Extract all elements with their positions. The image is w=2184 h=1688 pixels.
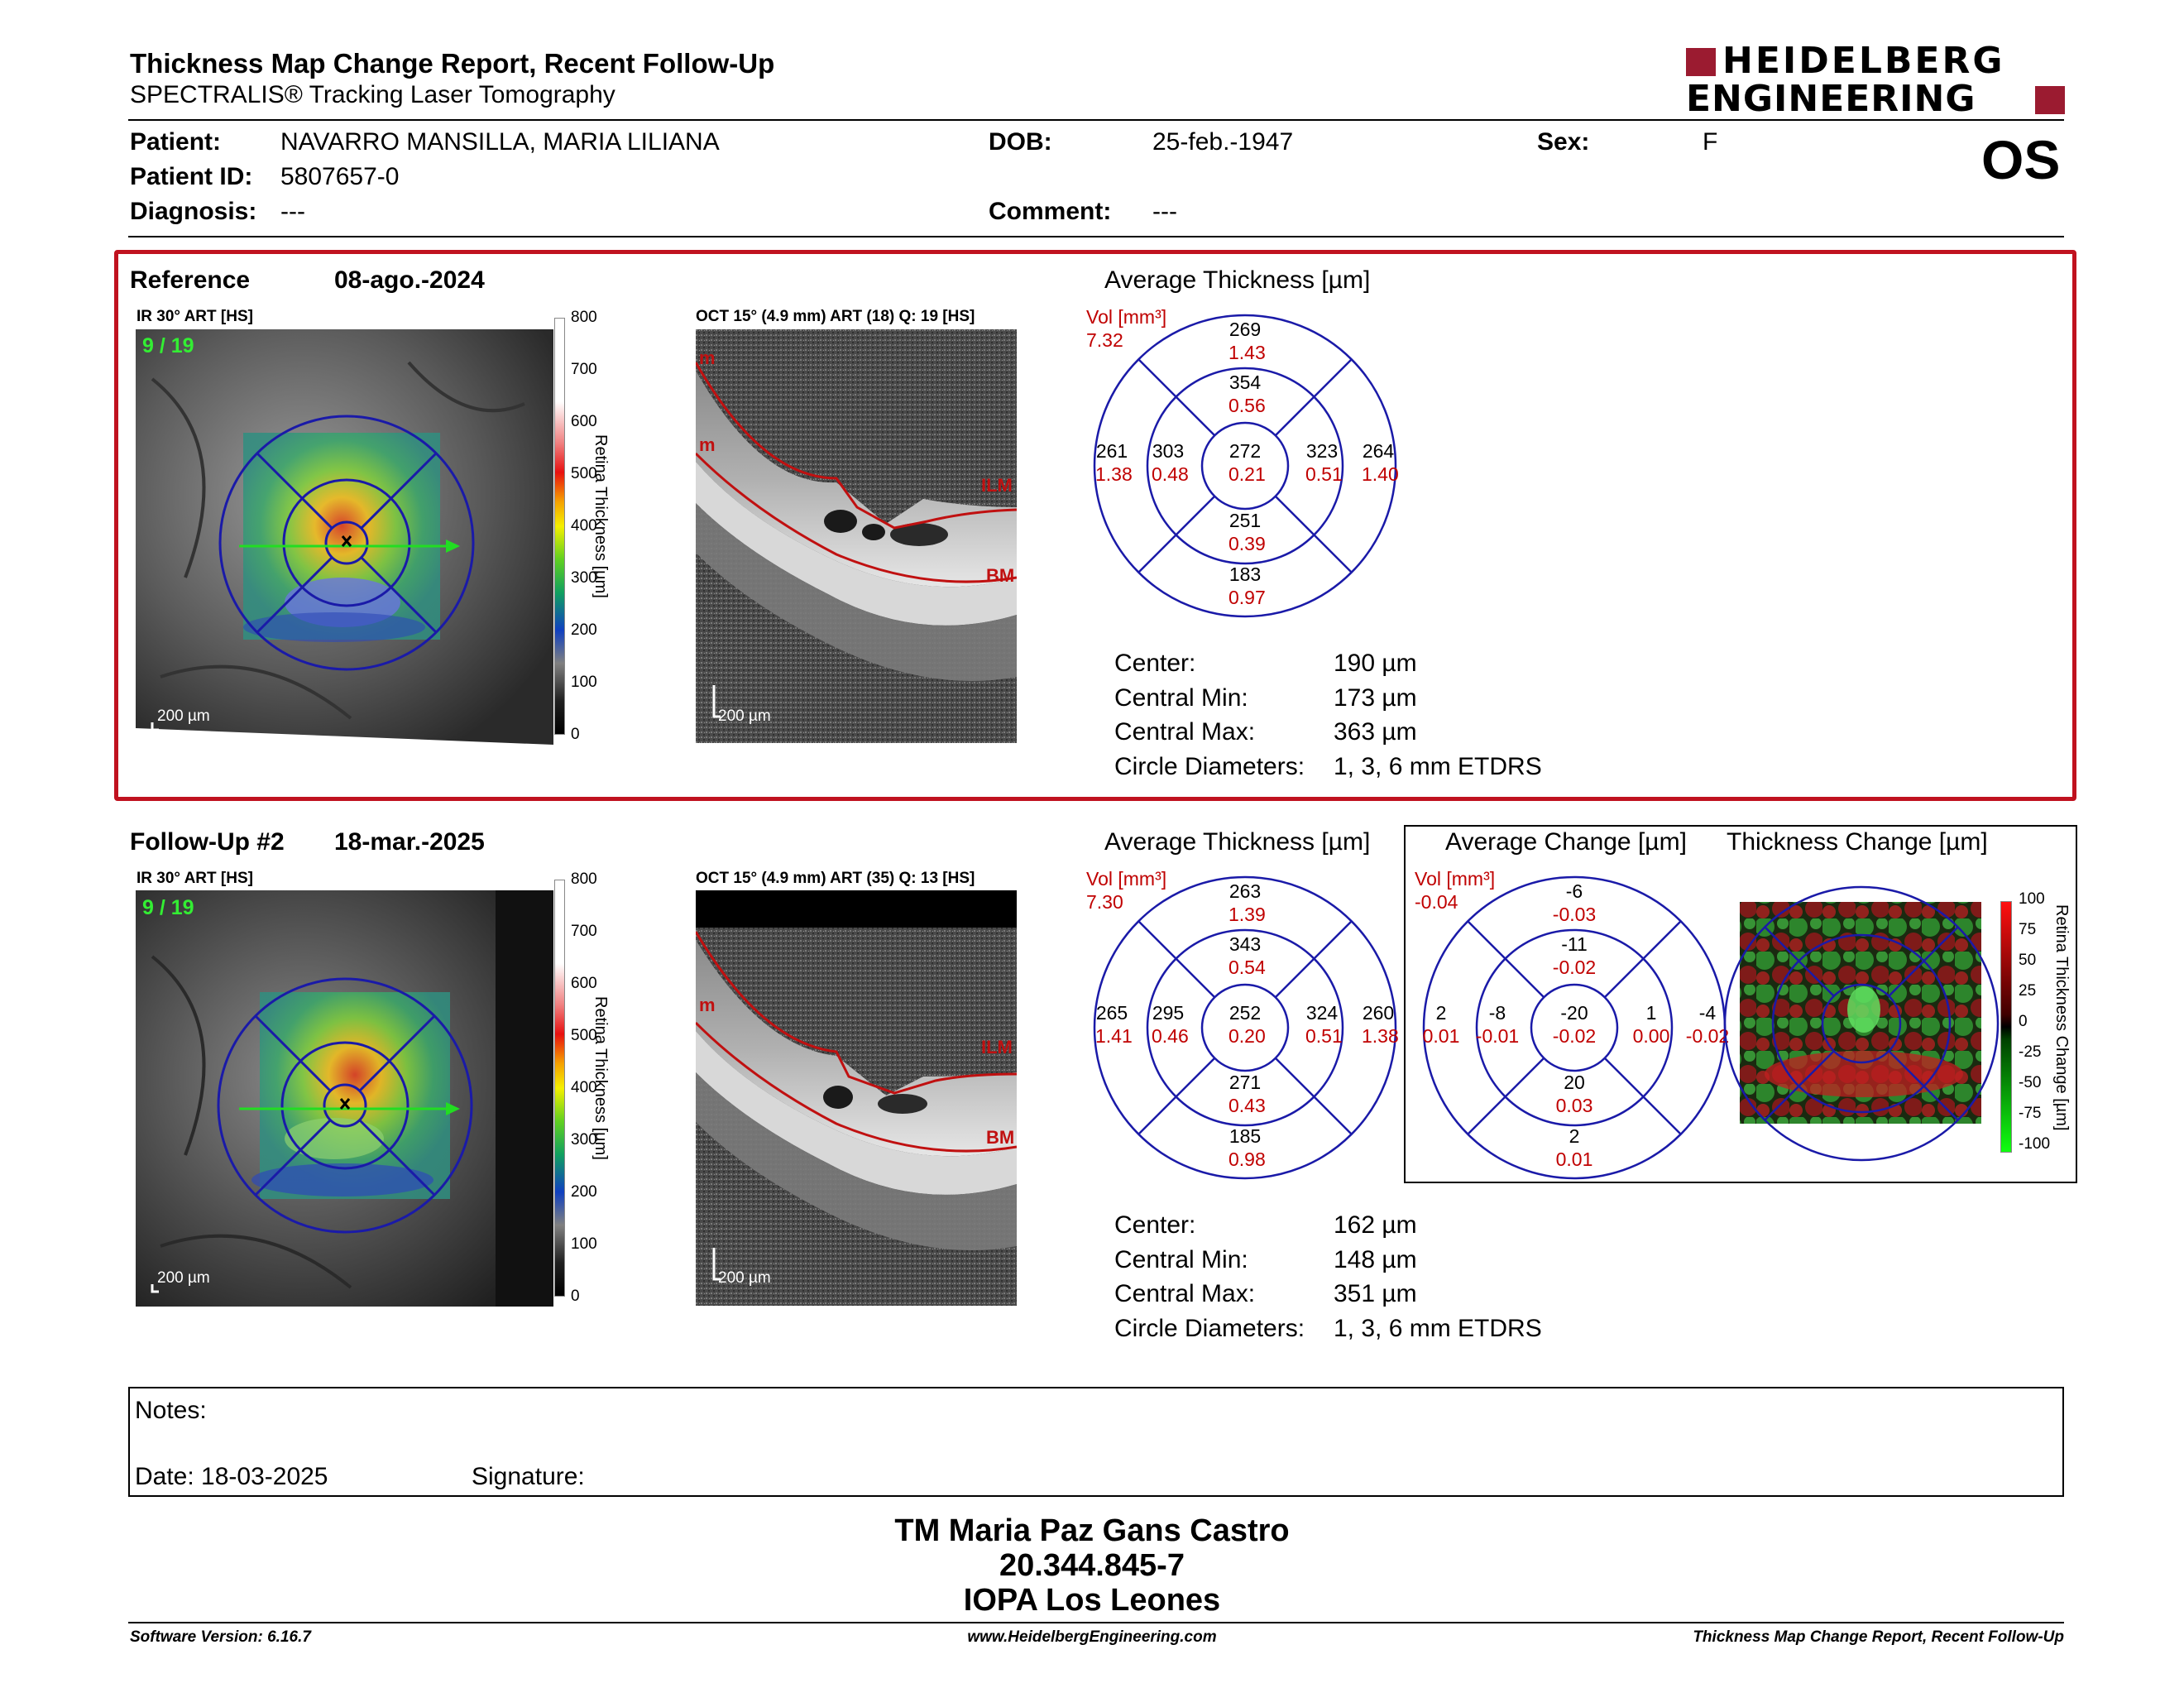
change-grid-values: -6 -0.03 -11 -0.02 2 0.01 -8 -0.01 -20 -0.02 … bbox=[1422, 880, 1730, 1170]
sex-value: F bbox=[1703, 128, 1718, 156]
change-scale-title: Retina Thickness Change [µm] bbox=[2052, 904, 2071, 1131]
reference-thickness-colorbar bbox=[554, 318, 565, 735]
followup-layer-bm: BM bbox=[986, 1127, 1015, 1148]
patient-id-label: Patient ID: bbox=[130, 163, 253, 190]
dob-value: 25-feb.-1947 bbox=[1152, 128, 1294, 156]
reference-center-value: 190 µm bbox=[1334, 650, 1417, 677]
reference-frame-counter: 9 / 19 bbox=[142, 334, 194, 357]
dob-label: DOB: bbox=[989, 128, 1052, 156]
followup-min-value: 148 µm bbox=[1334, 1246, 1417, 1273]
change-colorbar bbox=[2000, 901, 2012, 1153]
diagnosis-value: --- bbox=[280, 198, 305, 225]
followup-ir-scale: 200 µm bbox=[157, 1269, 210, 1287]
followup-label: Follow-Up #2 bbox=[130, 828, 285, 856]
notes-label: Notes: bbox=[135, 1397, 207, 1424]
reference-vol-total: 7.32 bbox=[1086, 329, 1123, 351]
reference-ir-image bbox=[136, 329, 553, 745]
followup-center-value: 162 µm bbox=[1334, 1211, 1417, 1239]
followup-avg-title: Average Thickness [µm] bbox=[1104, 828, 1371, 856]
reference-oct-image bbox=[696, 329, 1017, 743]
reference-center-label: Center: bbox=[1114, 650, 1196, 677]
notes-date: Date: 18-03-2025 bbox=[135, 1463, 328, 1490]
followup-ir-label: IR 30° ART [HS] bbox=[136, 870, 253, 887]
heidelberg-logo: HEIDELBERG ENGINEERING bbox=[1686, 43, 2067, 117]
followup-grid-values: 263 1.39 343 0.54 265 1.41 295 0.46 252 0.20 … bbox=[1095, 880, 1399, 1170]
followup-layer-m: m bbox=[699, 995, 716, 1015]
followup-thickness-scale-title: Retina Thickness [µm] bbox=[592, 996, 610, 1160]
reference-layer-m2: m bbox=[699, 434, 716, 455]
followup-date: 18-mar.-2025 bbox=[334, 828, 485, 856]
change-avg-title: Average Change [µm] bbox=[1445, 828, 1687, 856]
change-panel bbox=[1404, 825, 2077, 1183]
followup-vol-label: Vol [mm³] bbox=[1086, 868, 1167, 890]
reference-avg-title: Average Thickness [µm] bbox=[1104, 266, 1371, 294]
reference-grid-values: 269 1.43 354 0.56 261 1.38 303 0.48 272 0.21 … bbox=[1095, 319, 1399, 608]
followup-circle-value: 1, 3, 6 mm ETDRS bbox=[1334, 1315, 1542, 1342]
followup-thickness-colorbar bbox=[554, 880, 565, 1297]
followup-max-value: 351 µm bbox=[1334, 1280, 1417, 1307]
diagnosis-label: Diagnosis: bbox=[130, 198, 257, 225]
reference-vol-label: Vol [mm³] bbox=[1086, 306, 1167, 328]
reference-oct-scale: 200 µm bbox=[718, 707, 771, 725]
change-map-title: Thickness Change [µm] bbox=[1727, 828, 1988, 856]
followup-oct-scale: 200 µm bbox=[718, 1269, 771, 1287]
eye-label: OS bbox=[1981, 129, 2061, 190]
comment-value: --- bbox=[1152, 198, 1177, 225]
reference-layer-bm: BM bbox=[986, 565, 1015, 586]
reference-max-label: Central Max: bbox=[1114, 718, 1256, 746]
followup-oct-label: OCT 15° (4.9 mm) ART (35) Q: 13 [HS] bbox=[696, 870, 975, 887]
signer-organization: IOPA Los Leones bbox=[963, 1583, 1221, 1618]
patient-name: NAVARRO MANSILLA, MARIA LILIANA bbox=[280, 128, 720, 156]
change-vol-total: -0.04 bbox=[1415, 891, 1458, 913]
signer-id: 20.344.845-7 bbox=[999, 1548, 1185, 1583]
reference-min-value: 173 µm bbox=[1334, 684, 1417, 712]
comment-label: Comment: bbox=[989, 198, 1112, 225]
followup-frame-counter: 9 / 19 bbox=[142, 896, 194, 919]
reference-circle-label: Circle Diameters: bbox=[1114, 753, 1305, 780]
reference-min-label: Central Min: bbox=[1114, 684, 1248, 712]
reference-layer-ilm: ILM bbox=[981, 475, 1013, 496]
reference-label: Reference bbox=[130, 266, 251, 294]
sex-label: Sex: bbox=[1537, 128, 1590, 156]
followup-oct-image bbox=[696, 890, 1017, 1306]
website-link[interactable]: www.HeidelbergEngineering.com bbox=[967, 1628, 1217, 1646]
followup-min-label: Central Min: bbox=[1114, 1246, 1248, 1273]
notes-box bbox=[128, 1387, 2064, 1497]
report-title: Thickness Map Change Report, Recent Foll… bbox=[130, 48, 775, 79]
reference-oct-label: OCT 15° (4.9 mm) ART (18) Q: 19 [HS] bbox=[696, 308, 975, 325]
reference-etdrs-grid bbox=[1093, 314, 1397, 618]
signer-name: TM Maria Paz Gans Castro bbox=[894, 1513, 1290, 1548]
reference-date: 08-ago.-2024 bbox=[334, 266, 485, 294]
report-subtitle: SPECTRALIS® Tracking Laser Tomography bbox=[130, 81, 615, 108]
followup-layer-ilm: ILM bbox=[981, 1037, 1013, 1057]
patient-id-value: 5807657-0 bbox=[280, 163, 400, 190]
change-vol-label: Vol [mm³] bbox=[1415, 868, 1496, 890]
reference-thickness-ticks: 800 700 600 500 400 300 200 100 0 bbox=[571, 309, 597, 743]
change-colorbar-ticks: 100 75 50 25 0 -25 -50 -75 -100 bbox=[2019, 890, 2051, 1153]
reference-circle-value: 1, 3, 6 mm ETDRS bbox=[1334, 753, 1542, 780]
followup-thickness-ticks: 800 700 600 500 400 300 200 100 0 bbox=[571, 870, 597, 1305]
notes-signature-label: Signature: bbox=[472, 1463, 585, 1490]
reference-panel bbox=[114, 250, 2076, 801]
footer-report-name: Thickness Map Change Report, Recent Foll… bbox=[1693, 1628, 2064, 1646]
followup-center-label: Center: bbox=[1114, 1211, 1196, 1239]
followup-circle-label: Circle Diameters: bbox=[1114, 1315, 1305, 1342]
reference-ir-label: IR 30° ART [HS] bbox=[136, 308, 253, 325]
patient-label: Patient: bbox=[130, 128, 222, 156]
reference-max-value: 363 µm bbox=[1334, 718, 1417, 746]
followup-max-label: Central Max: bbox=[1114, 1280, 1256, 1307]
followup-etdrs-grid bbox=[1093, 875, 1397, 1180]
reference-layer-m1: m bbox=[699, 348, 716, 368]
followup-ir-image bbox=[136, 890, 553, 1307]
followup-vol-total: 7.30 bbox=[1086, 891, 1123, 913]
reference-ir-scale: 200 µm bbox=[157, 707, 210, 725]
software-version: Software Version: 6.16.7 bbox=[130, 1628, 311, 1646]
thickness-change-map bbox=[1723, 885, 2000, 1162]
reference-thickness-scale-title: Retina Thickness [µm] bbox=[592, 434, 610, 598]
